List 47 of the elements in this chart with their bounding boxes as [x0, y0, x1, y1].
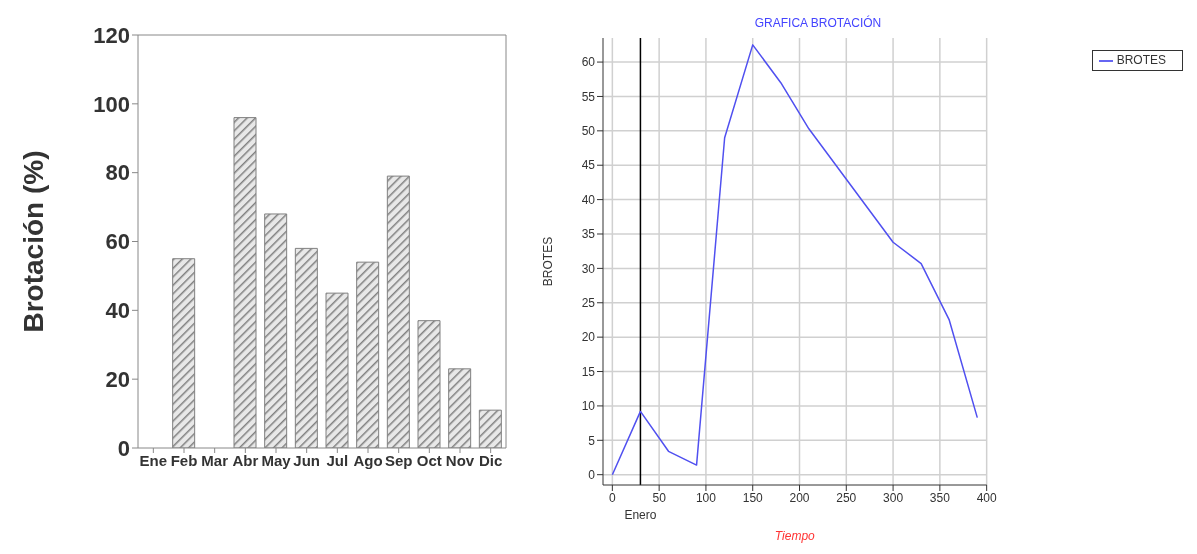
y-tick-label: 5 — [588, 433, 596, 448]
ref-line-label: Enero — [624, 508, 657, 522]
legend-label: BROTES — [1116, 53, 1166, 67]
y-axis-title: Brotación (%) — [17, 150, 49, 333]
x-tick-label: 200 — [789, 490, 810, 505]
x-tick-label: 100 — [695, 490, 717, 505]
x-axis-title: Tiempo — [774, 529, 816, 543]
y-tick-label: 25 — [581, 296, 596, 311]
x-tick-label: Dic — [478, 451, 503, 469]
x-tick-label: 50 — [652, 490, 667, 505]
y-tick-label: 100 — [93, 91, 130, 117]
y-tick-label: 60 — [105, 229, 130, 255]
x-tick-label: 150 — [742, 490, 764, 505]
y-tick-label: 120 — [93, 22, 130, 48]
chart-title: GRAFICA BROTACIÓN — [753, 16, 883, 30]
line-series — [611, 44, 979, 476]
x-tick-label: Mar — [201, 451, 229, 469]
y-tick-label: 30 — [581, 261, 596, 276]
x-tick-label: Abr — [232, 451, 259, 469]
y-tick-label: 20 — [581, 330, 596, 345]
x-tick-label: Oct — [416, 451, 442, 469]
x-tick-label: 0 — [609, 490, 617, 505]
x-tick-label: Ago — [353, 451, 383, 469]
y-axis-title: BROTES — [541, 236, 556, 287]
x-tick-label: Jun — [293, 451, 320, 469]
x-tick-label: 400 — [976, 490, 997, 505]
x-tick-label: Nov — [445, 451, 475, 469]
x-tick-label: Feb — [170, 451, 198, 469]
y-tick-label: 35 — [581, 227, 596, 242]
y-tick-label: 80 — [105, 160, 130, 186]
x-tick-label: Jul — [326, 451, 349, 469]
y-tick-label: 55 — [581, 89, 596, 104]
y-tick-label: 40 — [105, 298, 130, 324]
y-tick-label: 10 — [581, 399, 596, 414]
x-tick-label: Sep — [384, 451, 413, 469]
x-tick-label: 250 — [836, 490, 857, 505]
y-tick-label: 15 — [581, 364, 596, 379]
y-tick-label: 0 — [588, 467, 596, 482]
y-tick-label: 20 — [105, 366, 130, 392]
y-tick-label: 50 — [581, 124, 596, 139]
x-tick-label: Ene — [139, 451, 168, 469]
x-tick-label: 300 — [883, 490, 904, 505]
y-tick-label: 45 — [581, 158, 596, 173]
y-tick-label: 40 — [581, 192, 596, 207]
x-tick-label: 350 — [929, 490, 951, 505]
x-tick-label: May — [261, 451, 292, 469]
y-tick-label: 60 — [581, 55, 596, 70]
